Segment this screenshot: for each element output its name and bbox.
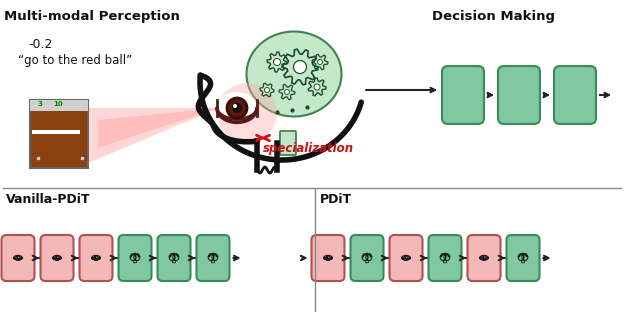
Text: 10: 10 [53, 101, 63, 108]
Polygon shape [480, 256, 489, 260]
Circle shape [56, 257, 58, 259]
FancyBboxPatch shape [41, 235, 74, 281]
Ellipse shape [246, 32, 341, 116]
Text: PDiT: PDiT [320, 193, 352, 206]
Circle shape [227, 98, 247, 118]
Circle shape [482, 256, 487, 261]
Circle shape [326, 256, 331, 261]
Circle shape [233, 104, 237, 108]
Circle shape [328, 257, 329, 258]
Circle shape [96, 257, 97, 258]
FancyBboxPatch shape [389, 235, 422, 281]
Polygon shape [98, 108, 219, 148]
Circle shape [95, 257, 97, 259]
Circle shape [17, 257, 19, 259]
FancyBboxPatch shape [351, 235, 384, 281]
Polygon shape [92, 256, 100, 260]
Bar [30, 100, 88, 111]
Bar [32, 130, 80, 134]
Circle shape [314, 84, 320, 90]
Circle shape [406, 257, 407, 258]
FancyBboxPatch shape [507, 235, 540, 281]
FancyBboxPatch shape [119, 235, 152, 281]
FancyBboxPatch shape [311, 235, 344, 281]
Circle shape [404, 256, 409, 261]
Circle shape [232, 103, 242, 113]
Circle shape [94, 256, 99, 261]
Circle shape [285, 90, 290, 95]
Polygon shape [402, 256, 411, 260]
Circle shape [327, 257, 329, 259]
Circle shape [265, 87, 270, 92]
Polygon shape [88, 108, 219, 163]
Text: Decision Making: Decision Making [432, 10, 555, 23]
Circle shape [18, 257, 19, 258]
Text: “go to the red ball”: “go to the red ball” [18, 54, 132, 67]
FancyBboxPatch shape [498, 66, 540, 124]
Circle shape [483, 257, 485, 259]
Polygon shape [324, 256, 333, 260]
Text: Vanilla-PDiT: Vanilla-PDiT [6, 193, 90, 206]
FancyBboxPatch shape [467, 235, 500, 281]
Circle shape [273, 59, 281, 66]
Circle shape [484, 257, 485, 258]
FancyBboxPatch shape [1, 235, 34, 281]
Circle shape [54, 256, 59, 261]
Ellipse shape [217, 92, 257, 124]
FancyBboxPatch shape [157, 235, 190, 281]
Circle shape [405, 257, 407, 259]
FancyBboxPatch shape [429, 235, 462, 281]
Circle shape [293, 61, 306, 74]
Circle shape [318, 60, 323, 65]
Text: specialization: specialization [263, 142, 354, 155]
Bar [30, 100, 88, 168]
Polygon shape [52, 256, 61, 260]
FancyBboxPatch shape [280, 131, 296, 155]
Text: -0.2: -0.2 [28, 38, 52, 51]
Polygon shape [14, 256, 22, 260]
Text: 3: 3 [38, 101, 43, 108]
Circle shape [217, 83, 277, 143]
Circle shape [16, 256, 21, 261]
FancyBboxPatch shape [442, 66, 484, 124]
Text: Multi-modal Perception: Multi-modal Perception [4, 10, 180, 23]
FancyBboxPatch shape [554, 66, 596, 124]
Circle shape [57, 257, 58, 258]
FancyBboxPatch shape [79, 235, 112, 281]
FancyBboxPatch shape [197, 235, 230, 281]
